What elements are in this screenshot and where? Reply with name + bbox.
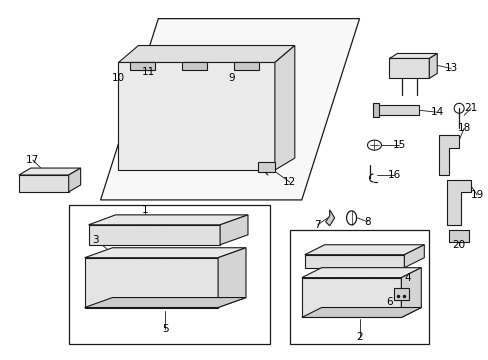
Polygon shape	[68, 205, 269, 345]
Text: 16: 16	[387, 170, 400, 180]
Polygon shape	[88, 225, 220, 245]
Polygon shape	[289, 230, 428, 345]
Polygon shape	[88, 215, 247, 225]
Polygon shape	[218, 248, 245, 307]
Text: 12: 12	[283, 177, 296, 187]
Text: 20: 20	[452, 240, 465, 250]
Polygon shape	[118, 62, 274, 170]
Text: 5: 5	[162, 324, 168, 334]
Polygon shape	[304, 255, 404, 268]
Polygon shape	[438, 135, 458, 175]
Text: 10: 10	[112, 73, 125, 84]
Polygon shape	[404, 245, 424, 268]
Text: 17: 17	[26, 155, 40, 165]
Polygon shape	[301, 307, 421, 318]
Polygon shape	[84, 248, 245, 258]
Polygon shape	[388, 58, 428, 78]
Polygon shape	[301, 268, 421, 278]
Polygon shape	[428, 54, 436, 78]
Text: 1: 1	[142, 205, 148, 215]
Text: 9: 9	[228, 73, 235, 84]
Text: 6: 6	[386, 297, 392, 306]
Text: 21: 21	[464, 103, 477, 113]
Polygon shape	[220, 215, 247, 245]
Text: 18: 18	[457, 123, 470, 133]
Text: 15: 15	[392, 140, 405, 150]
Polygon shape	[68, 168, 81, 192]
Polygon shape	[84, 258, 218, 307]
Polygon shape	[101, 19, 359, 200]
Polygon shape	[448, 230, 468, 242]
Text: 2: 2	[356, 332, 362, 342]
Text: 14: 14	[430, 107, 443, 117]
Text: 13: 13	[444, 63, 457, 73]
Polygon shape	[394, 288, 408, 300]
Polygon shape	[130, 62, 155, 71]
Polygon shape	[388, 54, 436, 58]
Text: 3: 3	[92, 235, 99, 245]
Polygon shape	[19, 168, 81, 175]
Polygon shape	[301, 278, 401, 318]
Polygon shape	[118, 45, 294, 62]
Polygon shape	[401, 268, 421, 318]
Polygon shape	[304, 245, 424, 255]
Text: 11: 11	[142, 67, 155, 77]
Polygon shape	[234, 62, 259, 71]
Polygon shape	[274, 45, 294, 170]
Polygon shape	[372, 103, 379, 117]
Polygon shape	[325, 210, 334, 226]
Polygon shape	[19, 175, 68, 192]
Polygon shape	[84, 298, 245, 307]
Polygon shape	[447, 180, 470, 225]
Polygon shape	[258, 162, 274, 172]
Polygon shape	[377, 105, 419, 115]
Polygon shape	[182, 62, 207, 71]
Text: 19: 19	[469, 190, 483, 200]
Text: 8: 8	[364, 217, 370, 227]
Text: 4: 4	[403, 273, 410, 283]
Text: 7: 7	[314, 220, 321, 230]
